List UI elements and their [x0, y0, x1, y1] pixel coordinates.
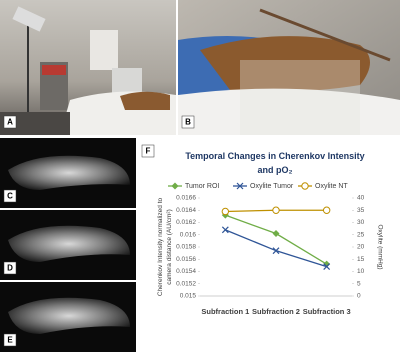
y-tick-label: 0.016 [180, 231, 197, 238]
y2-tick-label: 0 [357, 293, 361, 300]
panel-label: A [7, 118, 13, 127]
y-tick-label: 0.0158 [176, 244, 196, 251]
y-tick-label: 0.0152 [176, 280, 196, 287]
label-box [3, 115, 17, 129]
photo-a [0, 0, 176, 135]
y2-tick-label: 35 [357, 207, 365, 214]
data-point [272, 230, 280, 238]
label-box [3, 333, 17, 347]
x-tick-label: Subfraction 3 [303, 307, 351, 316]
data-point [221, 226, 229, 234]
data-point [221, 207, 230, 216]
legend-marker [171, 182, 179, 190]
y-tick-label: 0.015 [180, 293, 197, 300]
y2-axis-label: Oxylite (mmHg) [376, 224, 383, 269]
data-point [272, 247, 280, 255]
x-tick-label: Subfraction 1 [201, 307, 249, 316]
panel-label: B [185, 118, 191, 127]
photo-e [0, 282, 136, 352]
y-tick-label: 0.0166 [176, 195, 196, 202]
y2-tick-label: 30 [357, 219, 365, 226]
legend-marker [236, 182, 244, 190]
y2-tick-label: 10 [357, 268, 365, 275]
legend-marker [301, 182, 309, 190]
data-point [323, 263, 331, 271]
y-tick-label: 0.0164 [176, 207, 196, 214]
photo-b [178, 0, 400, 135]
y2-tick-label: 25 [357, 231, 365, 238]
photo-c [0, 138, 136, 208]
panel-label: E [7, 336, 13, 345]
y2-tick-label: 20 [357, 244, 365, 251]
label-box [181, 115, 195, 129]
data-point [272, 206, 280, 214]
chart: Temporal Changes in Cherenkov Intensity a… [157, 151, 384, 316]
series-line [225, 214, 328, 265]
legend-label: Oxylite NT [315, 183, 348, 190]
y-tick-label: 0.0156 [176, 256, 196, 263]
chart-title: Temporal Changes in Cherenkov Intensity a… [185, 151, 364, 175]
label-box [3, 189, 17, 203]
legend-label: Tumor ROI [185, 183, 219, 190]
y2-tick-label: 15 [357, 256, 365, 263]
y-axis-label: Cherenkov Intensity normalized to camera … [157, 197, 173, 296]
y2-tick-label: 5 [357, 280, 361, 287]
y-tick-label: 0.0154 [176, 268, 196, 275]
data-point [322, 206, 331, 214]
panel-label: F [146, 147, 151, 156]
label-box [3, 261, 17, 275]
photo-d [0, 210, 136, 280]
x-tick-label: Subfraction 2 [252, 307, 300, 316]
panel-labels: A B C D E F [3, 115, 195, 347]
panel-label: C [7, 192, 13, 201]
y-tick-label: 0.0162 [176, 219, 196, 226]
legend-label: Oxylite Tumor [250, 183, 294, 190]
y2-tick-label: 40 [357, 195, 365, 202]
label-box [141, 144, 155, 158]
panel-label: D [7, 264, 13, 273]
